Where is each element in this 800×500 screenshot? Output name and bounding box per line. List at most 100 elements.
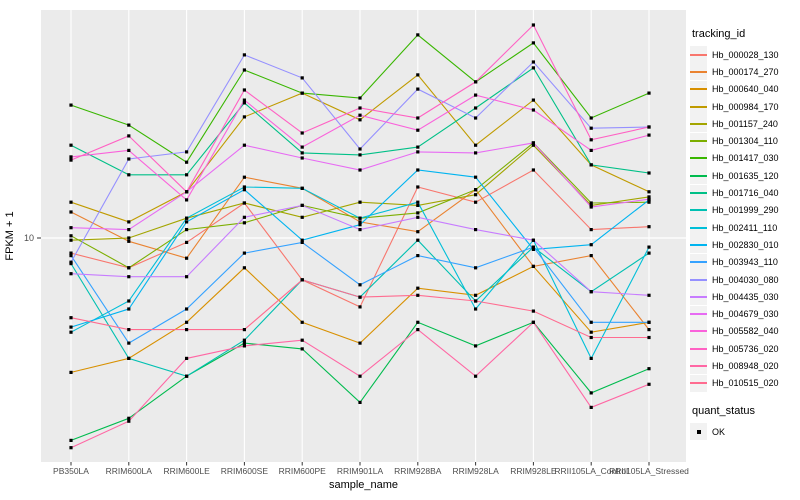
data-point [647, 200, 651, 204]
data-point [127, 341, 131, 345]
data-point [185, 275, 189, 279]
data-point [531, 41, 535, 45]
data-point [531, 23, 535, 27]
data-point [589, 163, 593, 167]
data-point [647, 251, 651, 255]
data-point [416, 230, 420, 234]
legend-key [690, 46, 707, 64]
legend-item: Hb_002411_110 [690, 219, 800, 237]
data-point [69, 200, 73, 204]
legend-key [690, 340, 707, 358]
legend-label: Hb_002411_110 [712, 222, 778, 233]
data-point [69, 330, 73, 334]
data-point [242, 215, 246, 219]
data-point [242, 115, 246, 119]
legend-label: Hb_001304_110 [712, 136, 778, 147]
data-point [242, 201, 246, 205]
x-tick-label: RRII105LA_Control [554, 466, 628, 476]
data-point [531, 309, 535, 313]
x-tick-label: PB350LA [53, 466, 89, 476]
x-tick-label: RRIM928BA [394, 466, 442, 476]
legend-color-line-icon [690, 364, 707, 367]
legend-label: Hb_004435_030 [712, 291, 779, 302]
data-point [358, 374, 362, 378]
data-point [531, 264, 535, 268]
data-point [127, 266, 131, 270]
data-point [531, 238, 535, 242]
x-tick-label: RRIM928LE [510, 466, 557, 476]
data-point [589, 116, 593, 120]
data-point [589, 228, 593, 232]
data-point [242, 143, 246, 147]
data-point [300, 156, 304, 160]
data-point [242, 98, 246, 102]
legend-key [690, 305, 707, 323]
legend-key [690, 115, 707, 133]
data-point [242, 221, 246, 225]
legend-label: Hb_005582_040 [712, 326, 779, 337]
data-point [474, 80, 478, 84]
x-tick-label: RRIM901LA [337, 466, 384, 476]
legend-title-quant-status: quant_status [692, 404, 755, 417]
data-point [358, 400, 362, 404]
data-point [127, 134, 131, 138]
data-point [300, 215, 304, 219]
data-point [589, 320, 593, 324]
data-point [647, 190, 651, 194]
data-point [531, 66, 535, 70]
data-point [589, 126, 593, 130]
data-point [242, 251, 246, 255]
data-point [358, 118, 362, 122]
legend-item: Hb_001635_120 [690, 167, 800, 185]
data-point [474, 266, 478, 270]
data-point [185, 320, 189, 324]
legend-color-line-icon [690, 382, 707, 385]
data-point [127, 157, 131, 161]
data-point [589, 405, 593, 409]
data-point [127, 416, 131, 420]
legend-key [690, 63, 707, 81]
data-point [531, 168, 535, 172]
data-point [185, 240, 189, 244]
data-point [416, 320, 420, 324]
data-point [647, 133, 651, 137]
data-point [358, 295, 362, 299]
data-point [127, 239, 131, 243]
legend-item: Hb_000640_040 [690, 80, 800, 98]
data-point [647, 125, 651, 129]
legend-label: Hb_000174_270 [712, 66, 779, 77]
data-point [300, 238, 304, 242]
data-point [300, 347, 304, 351]
data-point [358, 228, 362, 232]
legend-item: Hb_000028_130 [690, 46, 800, 64]
data-point [185, 328, 189, 332]
data-point [69, 370, 73, 374]
legend-label: Hb_004030_080 [712, 274, 779, 285]
legend-label: Hb_001716_040 [712, 188, 779, 199]
data-point [474, 344, 478, 348]
data-point [531, 247, 535, 251]
legend-label: Hb_010515_020 [712, 378, 779, 389]
legend-label: Hb_004679_030 [712, 309, 779, 320]
data-point [474, 228, 478, 232]
data-point [647, 225, 651, 229]
legend-color-line-icon [690, 226, 707, 229]
data-point [242, 88, 246, 92]
data-point [589, 290, 593, 294]
legend-item: Hb_010515_020 [690, 374, 800, 392]
legend-color-line-icon [690, 53, 707, 56]
legend-item: Hb_001157_240 [690, 115, 800, 133]
data-point [242, 185, 246, 189]
data-point [69, 438, 73, 442]
legend-key [690, 149, 707, 167]
data-point [474, 193, 478, 197]
data-point [474, 299, 478, 303]
data-point [185, 160, 189, 164]
data-point [647, 197, 651, 201]
data-point [416, 185, 420, 189]
data-point [531, 143, 535, 147]
legend-label: Hb_008948_020 [712, 360, 779, 371]
data-point [474, 293, 478, 297]
